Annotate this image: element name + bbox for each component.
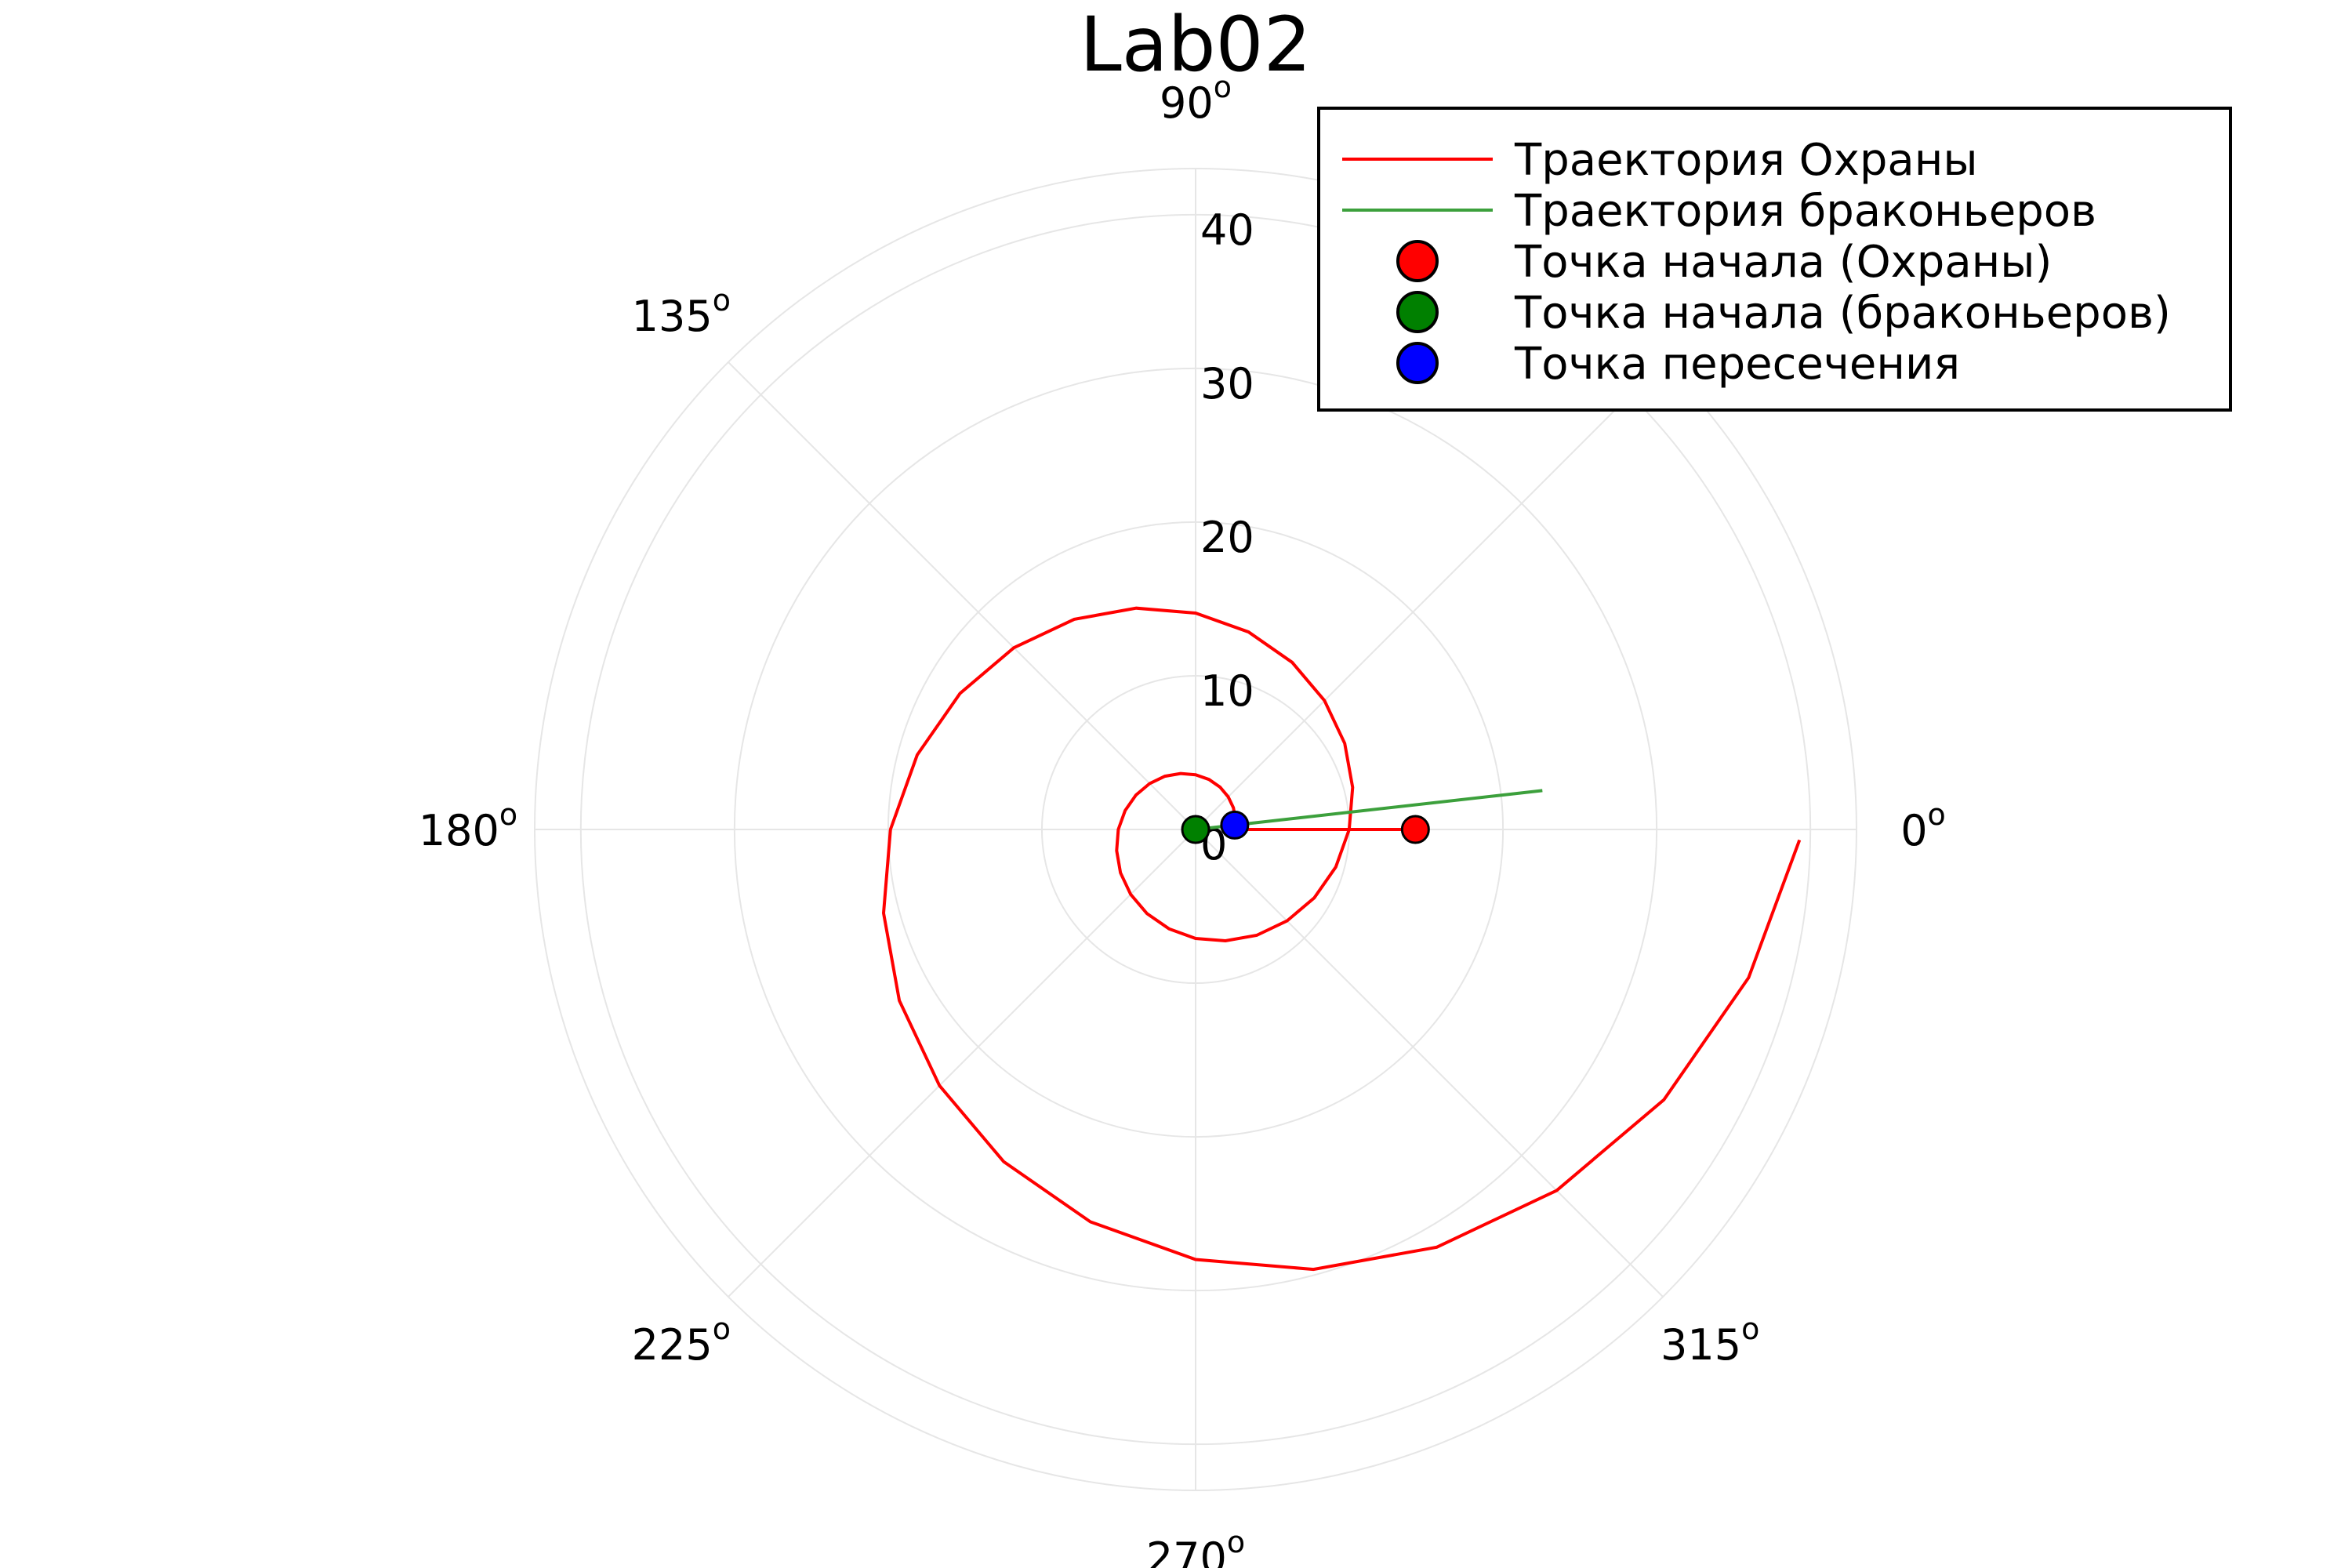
degree-mark: o: [499, 797, 517, 832]
degree-mark: o: [1741, 1312, 1759, 1346]
legend-label: Точка начала (браконьеров): [1514, 288, 2171, 339]
theta-tick-label: 315o: [1661, 1312, 1759, 1370]
degree-mark: o: [1214, 70, 1232, 104]
degree-mark: o: [713, 283, 731, 318]
legend-marker: [1396, 342, 1439, 384]
theta-tick-label: 225o: [632, 1312, 731, 1370]
plot-area: [881, 606, 1802, 1272]
r-tick-label: 30: [1200, 359, 1254, 408]
legend-label: Точка начала (Охраны): [1514, 237, 2052, 288]
degree-mark: o: [713, 1312, 731, 1346]
grid-spoke: [1195, 361, 1664, 830]
legend-marker: [1396, 240, 1439, 282]
grid-spoke: [728, 361, 1196, 830]
theta-tick-value: 315: [1661, 1320, 1741, 1370]
point-marker: [1220, 810, 1250, 840]
legend-label: Траектория Охраны: [1514, 135, 1978, 186]
chart-title: Lab02: [1080, 1, 1311, 89]
r-tick-label: 20: [1200, 513, 1254, 562]
point-marker: [1181, 815, 1210, 844]
legend-marker: [1396, 291, 1439, 333]
theta-tick-label: 0o: [1900, 797, 1946, 855]
theta-tick-label: 180o: [419, 797, 517, 855]
theta-tick-value: 90: [1160, 78, 1214, 128]
legend-label: Точка пересечения: [1514, 339, 1960, 390]
trajectory-line: [881, 606, 1802, 1272]
theta-tick-value: 135: [632, 292, 713, 341]
theta-tick-value: 225: [632, 1320, 713, 1370]
theta-tick-value: 0: [1900, 806, 1927, 855]
r-tick-label: 40: [1200, 205, 1254, 255]
grid-spoke: [728, 829, 1196, 1298]
point-marker: [1400, 815, 1430, 844]
legend-label: Траектория браконьеров: [1514, 186, 2096, 237]
grid-spoke: [1195, 829, 1664, 1298]
theta-tick-value: 270: [1146, 1534, 1227, 1568]
theta-tick-value: 180: [419, 806, 499, 855]
trajectory-line: [1195, 789, 1543, 831]
theta-tick-label: 90o: [1160, 70, 1232, 128]
degree-mark: o: [1227, 1525, 1245, 1559]
theta-tick-label: 135o: [632, 283, 731, 341]
r-tick-label: 10: [1200, 666, 1254, 716]
degree-mark: o: [1928, 797, 1946, 832]
theta-tick-label: 270o: [1146, 1525, 1245, 1568]
